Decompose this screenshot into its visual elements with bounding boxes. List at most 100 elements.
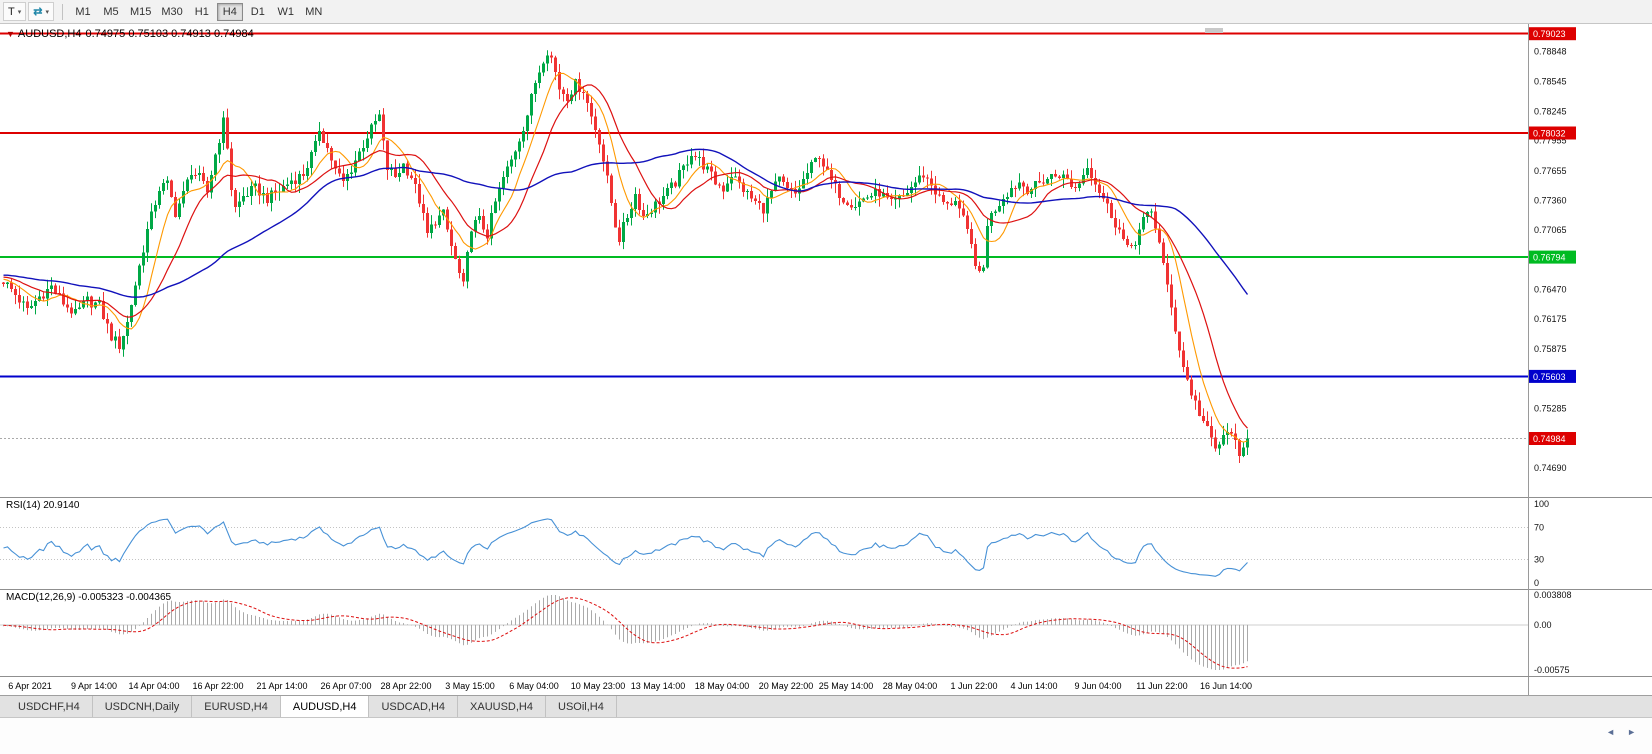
time-axis-label: 28 Apr 22:00 bbox=[380, 681, 432, 691]
rsi-axis-label: 70 bbox=[1534, 523, 1544, 533]
rsi-axis-label: 0 bbox=[1534, 578, 1539, 588]
time-axis[interactable]: 6 Apr 2021 9 Apr 14:00 14 Apr 04:00 16 Apr … bbox=[0, 676, 1652, 695]
caret-down-icon: ▾ bbox=[17, 8, 22, 16]
tools-label: T bbox=[8, 5, 15, 18]
svg-text:0.74984: 0.74984 bbox=[1533, 434, 1566, 444]
chart-title-ohlc: 0.74975 0.75103 0.74913 0.74984 bbox=[85, 28, 254, 40]
price-axis-label: 0.77955 bbox=[1534, 136, 1567, 146]
timeframe-w1-button[interactable]: W1 bbox=[273, 3, 299, 21]
price-axis-label: 0.76175 bbox=[1534, 314, 1567, 324]
macd-pane[interactable]: 0.003808 0.00 -0.00575 MACD(12,26,9) -0.00… bbox=[0, 589, 1652, 676]
time-axis-label: 6 Apr 2021 bbox=[8, 681, 52, 691]
rsi-label: RSI(14) 20.9140 bbox=[6, 500, 80, 511]
price-axis-label: 0.75875 bbox=[1534, 344, 1567, 354]
timeframe-m30-button[interactable]: M30 bbox=[157, 3, 186, 21]
price-line-badge: 0.75603 bbox=[1529, 369, 1576, 383]
chart-tab-xauusd[interactable]: XAUUSD,H4 bbox=[458, 696, 546, 717]
macd-axis-label: -0.00575 bbox=[1534, 665, 1570, 675]
timeframe-h4-button[interactable]: H4 bbox=[216, 2, 243, 21]
price-axis-label: 0.76470 bbox=[1534, 285, 1567, 295]
ma-48-line bbox=[3, 148, 1249, 298]
tab-scroll-right-icon[interactable]: ► bbox=[1627, 727, 1636, 737]
price-line-badge: 0.79023 bbox=[1529, 27, 1576, 41]
time-axis-label: 16 Apr 22:00 bbox=[192, 681, 244, 691]
chart-tab-eurusd[interactable]: EURUSD,H4 bbox=[192, 696, 281, 717]
chart-tab-audusd[interactable]: AUDUSD,H4 bbox=[280, 696, 370, 717]
price-line-badge: 0.78032 bbox=[1529, 126, 1576, 140]
timeframe-m15-button[interactable]: M15 bbox=[126, 3, 155, 21]
rsi-axis-label: 30 bbox=[1534, 554, 1544, 564]
tab-scroll-left-icon[interactable]: ◄ bbox=[1606, 727, 1616, 737]
timeframe-d1-button[interactable]: D1 bbox=[245, 3, 271, 21]
price-line-badge: 0.76794 bbox=[1529, 250, 1576, 264]
chart-tab-usdcnh[interactable]: USDCNH,Daily bbox=[92, 696, 193, 717]
price-axis-label: 0.77360 bbox=[1534, 195, 1567, 205]
chart-tab-usdchf[interactable]: USDCHF,H4 bbox=[6, 696, 93, 717]
axis-separator bbox=[1528, 677, 1529, 695]
time-axis-label: 28 May 04:00 bbox=[882, 681, 938, 691]
svg-text:0.78032: 0.78032 bbox=[1533, 129, 1566, 139]
time-axis-label: 10 May 23:00 bbox=[570, 681, 626, 691]
time-axis-label: 11 Jun 22:00 bbox=[1136, 681, 1188, 691]
ma-16-line bbox=[3, 84, 1248, 429]
price-axis-label: 0.75285 bbox=[1534, 403, 1567, 413]
macd-axis-label: 0.00 bbox=[1534, 620, 1552, 630]
time-axis-label: 3 May 15:00 bbox=[445, 681, 495, 691]
time-axis-label: 21 Apr 14:00 bbox=[256, 681, 308, 691]
timeframe-m5-button[interactable]: M5 bbox=[98, 3, 124, 21]
caret-down-icon: ▾ bbox=[45, 8, 49, 16]
time-axis-label: 4 Jun 14:00 bbox=[1010, 681, 1058, 691]
macd-axis-label: 0.003808 bbox=[1534, 590, 1572, 600]
tab-scroll-arrows: ◄ ► bbox=[1606, 727, 1636, 737]
timeframe-mn-button[interactable]: MN bbox=[301, 3, 327, 21]
time-axis-label: 25 May 14:00 bbox=[818, 681, 874, 691]
timeframe-m1-button[interactable]: M1 bbox=[70, 3, 96, 21]
rsi-axis-label: 100 bbox=[1534, 499, 1549, 509]
price-axis-label: 0.78848 bbox=[1534, 46, 1567, 56]
time-axis-label: 13 May 14:00 bbox=[630, 681, 686, 691]
chart-tab-usdcad[interactable]: USDCAD,H4 bbox=[369, 696, 459, 717]
chart-title: ▼ AUDUSD,H4 0.74975 0.75103 0.74913 0.7498… bbox=[6, 28, 254, 40]
swap-arrows-icon: ⇄ bbox=[33, 6, 43, 18]
macd-histogram bbox=[3, 595, 1248, 670]
svg-text:0.76794: 0.76794 bbox=[1533, 253, 1566, 263]
macd-canvas[interactable]: 0.003808 0.00 -0.00575 bbox=[0, 589, 1652, 676]
time-axis-label: 6 May 04:00 bbox=[509, 681, 559, 691]
svg-text:0.75603: 0.75603 bbox=[1533, 372, 1566, 382]
time-axis-label: 1 Jun 22:00 bbox=[950, 681, 998, 691]
time-axis-label: 9 Jun 04:00 bbox=[1074, 681, 1122, 691]
price-axis-label: 0.77065 bbox=[1534, 225, 1567, 235]
top-toolbar: T ▾ ⇄ ▾ M1 M5 M15 M30 H1 H4 D1 W1 MN bbox=[0, 0, 1652, 24]
toolbar-separator bbox=[61, 3, 63, 20]
chart-type-button[interactable]: ⇄ ▾ bbox=[28, 2, 54, 21]
macd-label: MACD(12,26,9) -0.005323 -0.004365 bbox=[6, 592, 172, 603]
price-axis-label: 0.74690 bbox=[1534, 463, 1567, 473]
main-chart-canvas[interactable]: 0.78848 0.78545 0.78245 0.77955 0.77655 0.773… bbox=[0, 24, 1652, 497]
main-chart-pane[interactable]: 0.78848 0.78545 0.78245 0.77955 0.77655 0.773… bbox=[0, 24, 1652, 497]
ma-8-line bbox=[3, 72, 1248, 443]
timeframe-h1-button[interactable]: H1 bbox=[189, 3, 215, 21]
price-line-badge: 0.74984 bbox=[1529, 432, 1576, 445]
time-axis-label: 20 May 22:00 bbox=[758, 681, 814, 691]
rsi-line bbox=[3, 518, 1248, 577]
status-bar: ◄ ► bbox=[0, 717, 1652, 754]
price-axis-label: 0.78245 bbox=[1534, 107, 1567, 117]
macd-signal-line bbox=[3, 597, 1248, 669]
price-axis-label: 0.78545 bbox=[1534, 77, 1567, 87]
rsi-canvas[interactable]: 100 70 30 0 bbox=[0, 497, 1652, 589]
chart-scroll-marker[interactable] bbox=[1205, 28, 1223, 33]
tools-button[interactable]: T ▾ bbox=[3, 2, 27, 21]
time-axis-label: 18 May 04:00 bbox=[694, 681, 750, 691]
svg-text:0.79023: 0.79023 bbox=[1533, 29, 1566, 39]
chart-title-symbol: AUDUSD,H4 bbox=[17, 28, 82, 40]
time-axis-label: 16 Jun 14:00 bbox=[1199, 681, 1253, 691]
time-axis-label: 14 Apr 04:00 bbox=[128, 681, 180, 691]
candles-layer bbox=[2, 50, 1249, 464]
rsi-pane[interactable]: 100 70 30 0 RSI(14) 20.9140 bbox=[0, 497, 1652, 589]
symbol-marker-icon: ▼ bbox=[6, 29, 15, 39]
price-axis-label: 0.77655 bbox=[1534, 166, 1567, 176]
chart-tab-bar: USDCHF,H4 USDCNH,Daily EURUSD,H4 AUDUSD,… bbox=[0, 695, 1652, 717]
time-axis-label: 9 Apr 14:00 bbox=[70, 681, 118, 691]
chart-tab-usoil[interactable]: USOil,H4 bbox=[546, 696, 617, 717]
